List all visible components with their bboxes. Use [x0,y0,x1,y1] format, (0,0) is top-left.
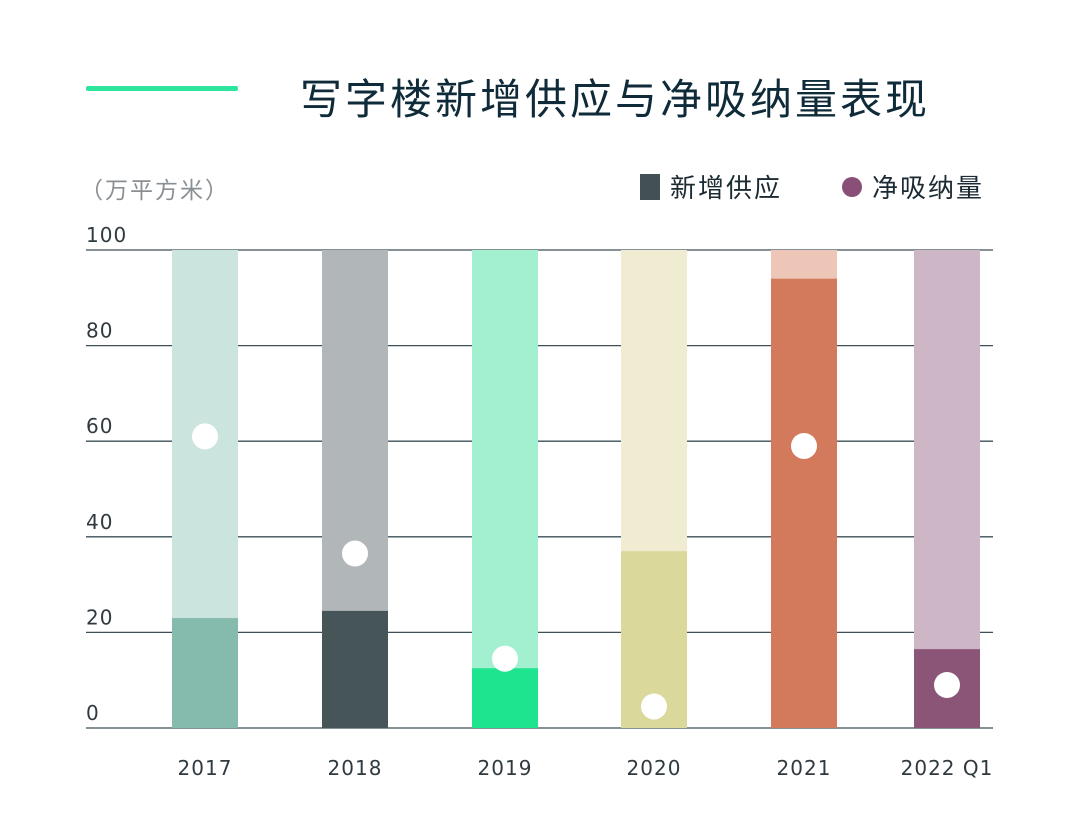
y-axis-unit-label: （万平方米） [80,178,230,204]
supply-bar [322,610,388,728]
axis-labels: 0 20 40 60 80 100 2017 2018 2019 2020 2021 2022 Q1 [86,223,994,780]
legend-supply-swatch [640,173,660,200]
legend-item-absorption: 净吸纳量 [842,168,984,205]
x-tick-label: 2020 [627,756,682,780]
x-tick-label: 2022 Q1 [901,756,994,780]
absorption-dot [641,693,667,720]
y-tick-label: 80 [86,319,113,343]
y-tick-label: 60 [86,414,113,438]
y-tick-label: 0 [86,701,100,725]
legend-absorption-label: 净吸纳量 [872,174,985,204]
absorption-dot [192,423,218,450]
y-tick-label: 40 [86,510,113,534]
bars [172,250,980,728]
x-tick-label: 2017 [178,756,233,780]
bar-background [914,250,980,728]
x-tick-label: 2021 [777,756,832,780]
legend-supply-label: 新增供应 [670,174,783,204]
supply-bar [472,668,538,728]
supply-bar [771,278,837,728]
title-accent-line [86,86,238,91]
absorption-dots [192,423,960,720]
x-tick-label: 2018 [328,756,383,780]
absorption-dot [492,645,518,672]
absorption-dot [791,432,817,459]
y-tick-label: 20 [86,605,113,629]
y-tick-label: 100 [86,223,127,247]
legend-item-supply: 新增供应 [640,168,782,205]
chart-title: 写字楼新增供应与净吸纳量表现 [300,75,931,124]
legend-absorption-dot [842,176,862,197]
x-tick-label: 2019 [478,756,533,780]
absorption-dot [934,671,960,698]
absorption-dot [342,540,368,567]
supply-bar [172,618,238,728]
